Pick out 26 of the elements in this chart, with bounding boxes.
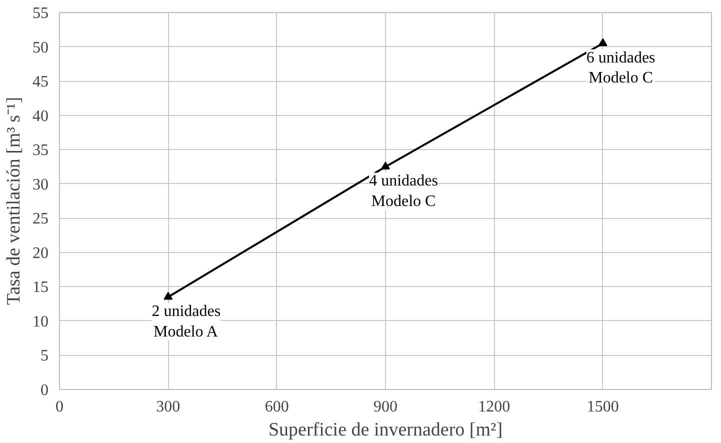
- point: [381, 162, 390, 170]
- x-tick-label: 900: [374, 398, 398, 416]
- y-tick-label: 5: [40, 348, 48, 365]
- y-tick-label: 55: [32, 5, 48, 22]
- y-tick-label: 45: [32, 74, 48, 91]
- x-tick-label: 300: [156, 398, 180, 416]
- y-tick-label: 15: [32, 279, 48, 296]
- y-axis-title: Tasa de ventilación [m³ s⁻¹]: [4, 96, 24, 306]
- annotation: 6 unidades Modelo C: [586, 49, 656, 87]
- y-tick-label: 0: [40, 382, 48, 399]
- x-tick-label: 1500: [586, 398, 619, 416]
- x-tick-label: 600: [264, 398, 289, 416]
- y-tick-label: 35: [32, 142, 48, 160]
- y-tick-label: 30: [32, 176, 48, 194]
- x-axis-title: Superficie de invernadero [m²]: [268, 420, 503, 440]
- y-tick-label: 10: [32, 313, 48, 330]
- point: [598, 38, 608, 46]
- y-tick-label: 40: [32, 108, 48, 125]
- annotation: 4 unidades Modelo C: [369, 172, 438, 210]
- x-tick-label: 1200: [478, 398, 510, 416]
- y-tick-label: 50: [32, 39, 48, 56]
- y-tick-label: 25: [32, 210, 48, 228]
- x-tick-label: 0: [56, 398, 64, 416]
- annotation: 2 unidades Modelo A: [152, 302, 221, 340]
- y-tick-label: 20: [32, 244, 48, 262]
- point: [164, 292, 173, 300]
